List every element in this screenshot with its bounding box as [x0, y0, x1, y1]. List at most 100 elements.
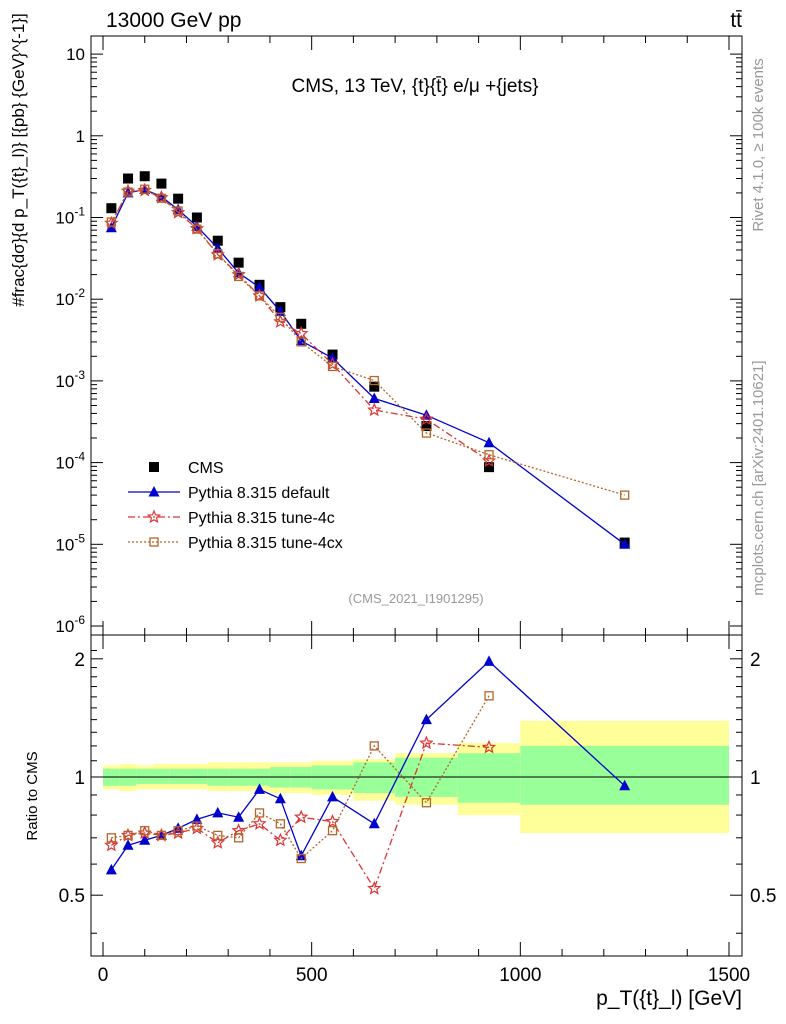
data-point [149, 462, 159, 472]
analysis-watermark: (CMS_2021_I1901295) [348, 591, 483, 606]
data-point [327, 790, 339, 802]
data-point [254, 291, 265, 301]
data-point [421, 428, 432, 438]
y-tick-label: 1 [76, 127, 85, 146]
series-pythia-8-315-tune-4cx [106, 691, 494, 864]
x-tick-label: 1000 [499, 965, 541, 986]
series-line [110, 660, 626, 871]
data-point [484, 462, 495, 473]
series-line [110, 742, 490, 890]
data-point [254, 783, 265, 794]
band-green [457, 753, 521, 803]
data-point [273, 832, 288, 847]
data-point [421, 798, 432, 808]
ratio-tick-label-right: 2 [750, 650, 761, 671]
data-point [212, 806, 224, 818]
main-y-axis-label: #frac{dσ}{d p_T({t}_l)} [{pb} {GeV}^{-1}… [9, 13, 28, 307]
data-point [327, 361, 338, 372]
ratio-tick-label-right: 0.5 [750, 886, 776, 907]
band-green [186, 768, 208, 784]
data-point [104, 837, 119, 852]
data-point [620, 490, 630, 500]
data-point [156, 193, 167, 203]
data-point [369, 375, 379, 386]
y-tick-label: 10-2 [55, 286, 85, 309]
data-point [233, 257, 244, 268]
data-point [369, 381, 380, 392]
ratio-uncertainty-bands [91, 720, 742, 834]
ratio-tick-label-left: 0.5 [59, 886, 85, 907]
data-point [369, 741, 379, 751]
data-point [293, 809, 309, 824]
data-point [149, 537, 159, 547]
data-point [122, 839, 134, 850]
data-point [233, 271, 244, 282]
data-point [252, 816, 267, 830]
data-point [325, 814, 340, 828]
data-point [274, 792, 286, 804]
data-point [367, 402, 382, 417]
mcplots-source-label: mcplots.cern.ch [arXiv:2401.10621] [750, 360, 767, 595]
data-point [254, 808, 265, 818]
data-point [139, 834, 151, 845]
ratio-tick-label-right: 1 [750, 768, 761, 789]
band-green [353, 762, 396, 794]
band-green [136, 768, 154, 784]
x-axis-label: p_T({t}_l) [GeV] [596, 987, 742, 1010]
data-point [106, 203, 117, 214]
ratio-tick-label-left: 1 [74, 768, 85, 789]
main-plot-title: CMS, 13 TeV, {t}{t̄} e/μ +{jets} [291, 76, 538, 97]
y-tick-label: 10-1 [55, 205, 85, 228]
series-pythia-8-315-tune-4cx [106, 184, 630, 500]
ratio-y-ticks: 0.5 0.5 1 1 2 2 [59, 650, 776, 934]
data-point [368, 392, 380, 403]
data-point [105, 221, 117, 233]
data-point [296, 337, 306, 347]
header-process: 13000 GeV pp [106, 9, 241, 32]
data-point [172, 203, 184, 215]
data-point [275, 819, 286, 829]
data-point [210, 835, 226, 849]
series-line [110, 188, 625, 496]
series-line [110, 189, 490, 462]
data-point [173, 193, 184, 204]
data-point [483, 655, 495, 666]
data-point [367, 880, 382, 895]
series-cms [106, 171, 630, 548]
x-ticks: 0 500 1000 1500 [98, 36, 750, 986]
data-point [419, 735, 434, 750]
data-point [213, 249, 223, 259]
data-point [106, 833, 116, 843]
data-point [421, 421, 432, 432]
ratio-y-axis-label: Ratio to CMS [24, 751, 41, 840]
data-point [368, 817, 380, 829]
x-tick-label: 0 [98, 965, 109, 986]
data-point [294, 325, 309, 340]
legend-label: Pythia 8.315 tune-4cx [188, 535, 343, 552]
data-point [123, 187, 133, 197]
data-point [140, 826, 150, 836]
data-point [233, 811, 245, 822]
data-point [212, 235, 223, 246]
data-point [192, 224, 202, 234]
data-point [139, 171, 150, 182]
data-point [481, 739, 497, 754]
data-point [327, 826, 338, 836]
data-point [275, 312, 286, 322]
ratio-series [104, 655, 631, 895]
data-point [619, 538, 631, 549]
legend-items: CMS Pythia 8.315 default Pythia 8.315 tune… [128, 460, 343, 552]
data-point [192, 821, 202, 831]
main-series [104, 171, 631, 549]
legend-label: Pythia 8.315 default [188, 485, 330, 502]
y-tick-label: 10-5 [55, 531, 85, 554]
data-point [191, 813, 203, 824]
data-point [146, 509, 162, 524]
band-green [520, 745, 729, 805]
band-green [169, 768, 187, 784]
data-point [419, 411, 434, 426]
data-point [123, 830, 133, 841]
main-y-ticks: 10-6 10-5 10-4 10-3 10-2 10-1 1 10 [55, 45, 742, 636]
data-point [233, 833, 244, 843]
